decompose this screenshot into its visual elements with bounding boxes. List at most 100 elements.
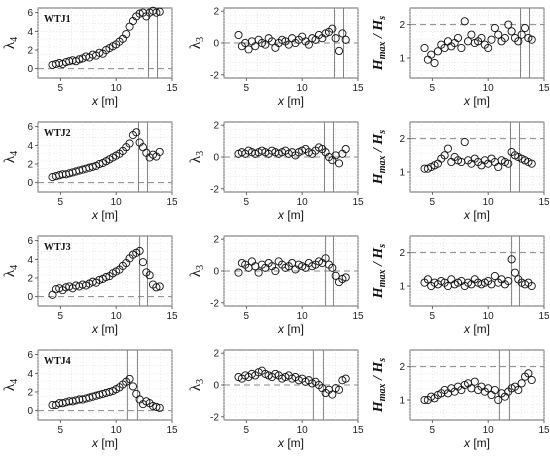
y-tick-label: 1: [399, 396, 405, 407]
x-tick-label: 15: [538, 425, 550, 436]
data-point: [453, 33, 463, 43]
y-tick-label: 0: [213, 39, 219, 50]
y-tick-label: 2: [27, 274, 33, 285]
data-point: [430, 58, 439, 68]
panel-wtj1-2: 5 10 15 -2 0 2 x [m] λ3: [188, 7, 364, 108]
x-axis-label: x [m]: [463, 208, 490, 222]
y-tick-label: 1: [399, 54, 405, 65]
x-tick-label: 15: [352, 311, 364, 322]
x-axis-label: x [m]: [277, 322, 304, 336]
y-tick-label: -2: [210, 298, 219, 309]
x-tick-label: 5: [430, 83, 436, 94]
data-point: [338, 29, 347, 38]
data-point: [423, 275, 432, 284]
data-point: [470, 377, 479, 386]
x-tick-label: 10: [297, 83, 309, 94]
y-axis-label: Hmax / Hs: [371, 358, 388, 413]
y-tick-label: 2: [399, 248, 405, 259]
data-point: [155, 403, 164, 412]
data-point: [524, 369, 533, 378]
data-point: [527, 35, 536, 44]
data-point: [135, 246, 144, 255]
data-point: [334, 159, 344, 168]
y-tick-label: 2: [27, 160, 33, 171]
data-point: [490, 271, 499, 281]
y-tick-label: 4: [27, 255, 33, 266]
y-axis-label: λ4: [2, 265, 20, 277]
x-tick-label: 5: [430, 311, 436, 322]
data-point: [420, 395, 429, 405]
data-point: [244, 45, 253, 54]
y-axis-label: Hmax / Hs: [371, 244, 388, 299]
x-axis-label: x [m]: [91, 436, 118, 450]
panel-wtj4-3: 5 10 15 1 2 x [m] Hmax / Hs: [371, 349, 550, 450]
x-tick-label: 10: [483, 425, 495, 436]
data-point: [65, 57, 74, 66]
y-tick-label: 0: [213, 267, 219, 278]
data-point: [95, 275, 104, 284]
x-tick-label: 5: [244, 311, 250, 322]
x-tick-label: 10: [111, 311, 123, 322]
data-point: [507, 27, 516, 36]
data-point: [75, 55, 84, 64]
data-point: [251, 42, 260, 51]
x-tick-label: 15: [166, 311, 178, 322]
data-point: [328, 263, 337, 272]
y-tick-label: 4: [27, 27, 33, 38]
data-point: [334, 385, 344, 394]
data-point: [500, 33, 509, 43]
x-axis-label: x [m]: [277, 94, 304, 108]
data-point: [88, 162, 97, 171]
data-point: [490, 23, 499, 33]
data-point: [504, 159, 513, 168]
data-point: [334, 46, 344, 56]
panel-wtj3-3: 5 10 15 1 2 x [m] Hmax / Hs: [371, 235, 550, 336]
data-point: [510, 268, 520, 277]
panel-wtj3-1: 5 10 15 0 2 4 6 x [m] λ4 WTJ3: [2, 235, 178, 336]
data-point: [155, 282, 164, 291]
data-point: [487, 35, 496, 44]
data-point: [95, 159, 104, 169]
x-tick-label: 5: [58, 197, 64, 208]
data-point: [145, 271, 154, 280]
data-point: [494, 162, 503, 172]
panel-wtj4-2: 5 10 15 -2 0 2 x [m] λ3: [188, 349, 364, 450]
x-axis-label: x [m]: [91, 322, 118, 336]
panel-wtj2-3: 5 10 15 1 2 x [m] Hmax / Hs: [371, 121, 550, 222]
data-point: [504, 276, 513, 286]
y-tick-label: 4: [27, 141, 33, 152]
data-point: [234, 30, 243, 40]
y-tick-label: -2: [210, 184, 219, 195]
panel-wtj2-2: 5 10 15 -2 0 2 x [m] λ3: [188, 121, 364, 222]
x-axis-label: x [m]: [91, 208, 118, 222]
data-point: [152, 283, 161, 292]
y-tick-label: 2: [213, 349, 219, 360]
panel-wtj2-1: 5 10 15 0 2 4 6 x [m] λ4 WTJ2: [2, 121, 178, 222]
data-point: [102, 273, 111, 282]
x-tick-label: 10: [111, 197, 123, 208]
data-point: [504, 20, 513, 29]
y-tick-label: -2: [210, 412, 219, 423]
y-axis-label: λ4: [2, 151, 20, 163]
y-axis-label: λ3: [188, 37, 206, 49]
x-tick-label: 5: [244, 83, 250, 94]
x-axis-label: x [m]: [91, 94, 118, 108]
y-tick-label: 2: [213, 7, 219, 18]
y-axis-label: λ3: [188, 265, 206, 277]
data-point: [234, 268, 243, 277]
y-tick-label: 1: [399, 168, 405, 179]
x-tick-label: 15: [352, 425, 364, 436]
data-point: [433, 47, 442, 56]
data-point: [514, 385, 523, 395]
panel-label: WTJ3: [44, 242, 71, 253]
y-tick-label: 0: [213, 381, 219, 392]
x-tick-label: 5: [244, 197, 250, 208]
y-tick-label: 6: [27, 350, 33, 361]
data-point: [155, 7, 164, 16]
x-tick-label: 5: [244, 425, 250, 436]
data-point: [152, 8, 161, 17]
y-tick-label: 6: [27, 8, 33, 19]
y-axis-label: λ3: [188, 151, 206, 163]
y-axis-label: λ4: [2, 379, 20, 391]
